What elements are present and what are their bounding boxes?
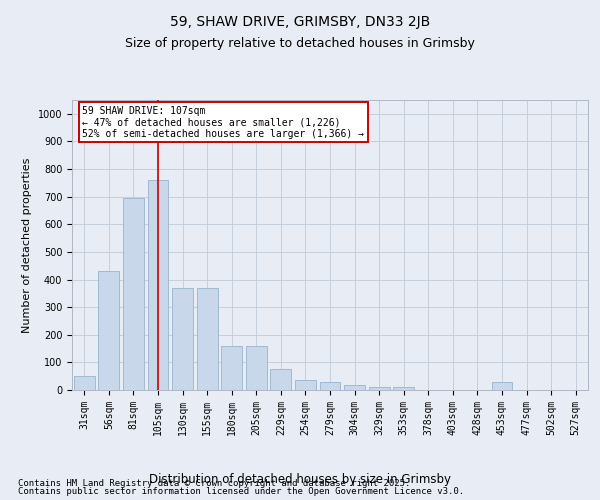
Bar <box>491 382 512 390</box>
Bar <box>368 387 389 390</box>
Bar <box>246 346 267 390</box>
Text: Contains public sector information licensed under the Open Government Licence v3: Contains public sector information licen… <box>18 487 464 496</box>
Text: 59 SHAW DRIVE: 107sqm
← 47% of detached houses are smaller (1,226)
52% of semi-d: 59 SHAW DRIVE: 107sqm ← 47% of detached … <box>82 106 364 139</box>
Bar <box>271 370 292 390</box>
Text: Size of property relative to detached houses in Grimsby: Size of property relative to detached ho… <box>125 38 475 51</box>
Bar <box>98 271 119 390</box>
Bar <box>344 386 365 390</box>
Bar <box>123 198 144 390</box>
Bar <box>221 346 242 390</box>
Bar <box>393 387 414 390</box>
Text: 59, SHAW DRIVE, GRIMSBY, DN33 2JB: 59, SHAW DRIVE, GRIMSBY, DN33 2JB <box>170 15 430 29</box>
Bar <box>295 380 316 390</box>
Text: Distribution of detached houses by size in Grimsby: Distribution of detached houses by size … <box>149 472 451 486</box>
Bar <box>197 288 218 390</box>
Bar <box>172 288 193 390</box>
Bar <box>148 180 169 390</box>
Bar <box>74 376 95 390</box>
Y-axis label: Number of detached properties: Number of detached properties <box>22 158 32 332</box>
Bar <box>320 382 340 390</box>
Text: Contains HM Land Registry data © Crown copyright and database right 2025.: Contains HM Land Registry data © Crown c… <box>18 478 410 488</box>
